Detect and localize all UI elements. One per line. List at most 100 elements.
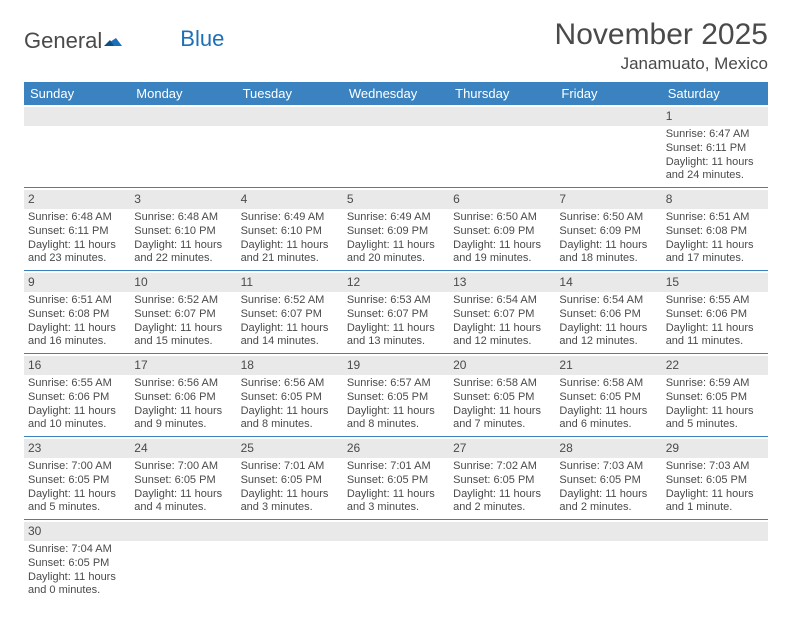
day-cell: 25Sunrise: 7:01 AMSunset: 6:05 PMDayligh… — [237, 437, 343, 519]
day-number: 4 — [237, 190, 343, 209]
day-number: 8 — [662, 190, 768, 209]
week-row: 2Sunrise: 6:48 AMSunset: 6:11 PMDaylight… — [24, 188, 768, 271]
day-cell: 15Sunrise: 6:55 AMSunset: 6:06 PMDayligh… — [662, 271, 768, 353]
day-number: 21 — [555, 356, 661, 375]
daylight-text: Daylight: 11 hours and 20 minutes. — [347, 239, 445, 267]
sunrise-text: Sunrise: 6:51 AM — [666, 211, 764, 225]
sunrise-text: Sunrise: 6:58 AM — [453, 377, 551, 391]
flag-icon — [104, 28, 126, 54]
dow-sun: Sunday — [24, 82, 130, 105]
sunrise-text: Sunrise: 7:01 AM — [241, 460, 339, 474]
day-number: 7 — [555, 190, 661, 209]
sunset-text: Sunset: 6:09 PM — [453, 225, 551, 239]
sunset-text: Sunset: 6:06 PM — [666, 308, 764, 322]
day-number — [343, 522, 449, 541]
sunrise-text: Sunrise: 6:53 AM — [347, 294, 445, 308]
sunset-text: Sunset: 6:07 PM — [347, 308, 445, 322]
sunrise-text: Sunrise: 6:56 AM — [134, 377, 232, 391]
logo-text-a: General — [24, 28, 102, 54]
day-number: 12 — [343, 273, 449, 292]
sunset-text: Sunset: 6:05 PM — [241, 391, 339, 405]
day-number — [449, 522, 555, 541]
day-cell: 3Sunrise: 6:48 AMSunset: 6:10 PMDaylight… — [130, 188, 236, 270]
day-number — [24, 107, 130, 126]
dow-sat: Saturday — [662, 82, 768, 105]
daylight-text: Daylight: 11 hours and 8 minutes. — [347, 405, 445, 433]
day-number: 1 — [662, 107, 768, 126]
day-cell — [237, 520, 343, 602]
day-cell — [449, 105, 555, 187]
day-number: 13 — [449, 273, 555, 292]
day-cell: 20 Sunrise: 6:58 AMSunset: 6:05 PMDayligh… — [449, 354, 555, 436]
day-cell: 5Sunrise: 6:49 AMSunset: 6:09 PMDaylight… — [343, 188, 449, 270]
sunset-text: Sunset: 6:08 PM — [28, 308, 126, 322]
daylight-text: Daylight: 11 hours and 5 minutes. — [28, 488, 126, 516]
day-number: 25 — [237, 439, 343, 458]
sunset-text: Sunset: 6:05 PM — [559, 391, 657, 405]
day-number: 3 — [130, 190, 236, 209]
week-row: 30Sunrise: 7:04 AMSunset: 6:05 PMDayligh… — [24, 520, 768, 602]
sunset-text: Sunset: 6:07 PM — [453, 308, 551, 322]
sunset-text: Sunset: 6:06 PM — [28, 391, 126, 405]
sunset-text: Sunset: 6:05 PM — [453, 474, 551, 488]
day-cell: 9Sunrise: 6:51 AMSunset: 6:08 PMDaylight… — [24, 271, 130, 353]
sunrise-text: Sunrise: 6:58 AM — [559, 377, 657, 391]
daylight-text: Daylight: 11 hours and 3 minutes. — [241, 488, 339, 516]
daylight-text: Daylight: 11 hours and 7 minutes. — [453, 405, 551, 433]
day-cell — [555, 520, 661, 602]
day-cell: 8Sunrise: 6:51 AMSunset: 6:08 PMDaylight… — [662, 188, 768, 270]
location: Janamuato, Mexico — [555, 54, 768, 74]
sunset-text: Sunset: 6:05 PM — [347, 391, 445, 405]
day-number: 11 — [237, 273, 343, 292]
day-number: 5 — [343, 190, 449, 209]
sunset-text: Sunset: 6:08 PM — [666, 225, 764, 239]
dow-mon: Monday — [130, 82, 236, 105]
sunset-text: Sunset: 6:05 PM — [559, 474, 657, 488]
daylight-text: Daylight: 11 hours and 13 minutes. — [347, 322, 445, 350]
sunset-text: Sunset: 6:05 PM — [453, 391, 551, 405]
sunset-text: Sunset: 6:07 PM — [134, 308, 232, 322]
dow-tue: Tuesday — [237, 82, 343, 105]
day-number — [130, 107, 236, 126]
week-row: 1Sunrise: 6:47 AMSunset: 6:11 PMDaylight… — [24, 105, 768, 188]
daylight-text: Daylight: 11 hours and 2 minutes. — [453, 488, 551, 516]
sunrise-text: Sunrise: 6:51 AM — [28, 294, 126, 308]
daylight-text: Daylight: 11 hours and 4 minutes. — [134, 488, 232, 516]
day-cell — [343, 105, 449, 187]
daylight-text: Daylight: 11 hours and 19 minutes. — [453, 239, 551, 267]
daylight-text: Daylight: 11 hours and 8 minutes. — [241, 405, 339, 433]
day-number — [237, 522, 343, 541]
day-number — [662, 522, 768, 541]
sunset-text: Sunset: 6:09 PM — [559, 225, 657, 239]
day-cell — [662, 520, 768, 602]
daylight-text: Daylight: 11 hours and 12 minutes. — [453, 322, 551, 350]
day-number: 15 — [662, 273, 768, 292]
sunrise-text: Sunrise: 6:54 AM — [559, 294, 657, 308]
day-number: 29 — [662, 439, 768, 458]
sunrise-text: Sunrise: 6:47 AM — [666, 128, 764, 142]
day-number — [237, 107, 343, 126]
sunset-text: Sunset: 6:10 PM — [134, 225, 232, 239]
daylight-text: Daylight: 11 hours and 12 minutes. — [559, 322, 657, 350]
day-cell: 6Sunrise: 6:50 AMSunset: 6:09 PMDaylight… — [449, 188, 555, 270]
sunrise-text: Sunrise: 6:56 AM — [241, 377, 339, 391]
sunrise-text: Sunrise: 7:01 AM — [347, 460, 445, 474]
day-number: 20 — [449, 356, 555, 375]
logo: General Blue — [24, 28, 224, 54]
day-number: 16 — [24, 356, 130, 375]
sunset-text: Sunset: 6:11 PM — [28, 225, 126, 239]
daylight-text: Daylight: 11 hours and 9 minutes. — [134, 405, 232, 433]
day-cell: 30Sunrise: 7:04 AMSunset: 6:05 PMDayligh… — [24, 520, 130, 602]
daylight-text: Daylight: 11 hours and 24 minutes. — [666, 156, 764, 184]
day-number: 14 — [555, 273, 661, 292]
sunrise-text: Sunrise: 6:55 AM — [28, 377, 126, 391]
day-cell: 18Sunrise: 6:56 AMSunset: 6:05 PMDayligh… — [237, 354, 343, 436]
sunrise-text: Sunrise: 6:54 AM — [453, 294, 551, 308]
day-cell — [24, 105, 130, 187]
daylight-text: Daylight: 11 hours and 23 minutes. — [28, 239, 126, 267]
day-cell: 14Sunrise: 6:54 AMSunset: 6:06 PMDayligh… — [555, 271, 661, 353]
sunrise-text: Sunrise: 6:55 AM — [666, 294, 764, 308]
day-cell — [130, 520, 236, 602]
daylight-text: Daylight: 11 hours and 1 minute. — [666, 488, 764, 516]
day-cell: 26Sunrise: 7:01 AMSunset: 6:05 PMDayligh… — [343, 437, 449, 519]
